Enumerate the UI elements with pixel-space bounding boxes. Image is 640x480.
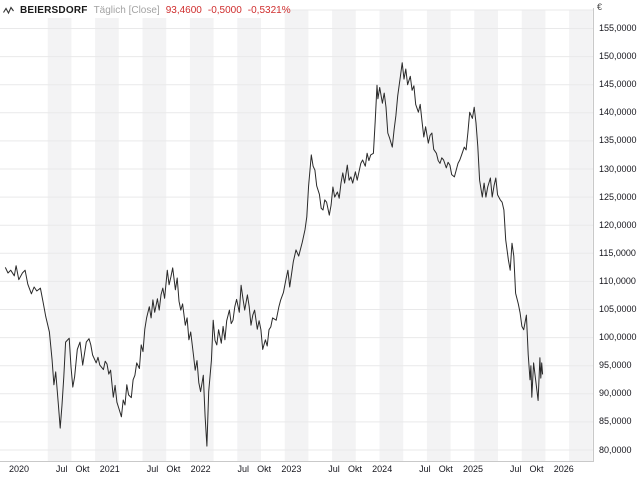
x-axis-label: Okt	[347, 464, 362, 474]
instrument-header: BEIERSDORF Täglich [Close] 93,4600 -0,50…	[0, 0, 291, 18]
y-axis-label: 105,0000	[599, 304, 637, 314]
y-axis-label: 125,0000	[599, 191, 637, 202]
y-axis-label: 120,0000	[599, 219, 637, 230]
currency-symbol: €	[597, 2, 603, 12]
x-axis-label: Okt	[529, 464, 544, 474]
y-axis-label: 135,0000	[599, 135, 637, 146]
x-axis-label: Jul	[237, 464, 250, 474]
x-axis-label: Jul	[146, 464, 159, 474]
x-axis-label: 2026	[553, 464, 574, 474]
change-percent: -0,5321%	[247, 4, 291, 16]
x-axis-label: Okt	[438, 464, 453, 474]
y-axis-label: 95,0000	[599, 360, 632, 371]
quarter-band	[142, 10, 167, 461]
change-absolute: -0,5000	[207, 4, 242, 16]
quarter-band	[332, 10, 356, 461]
x-axis-label: 2024	[372, 464, 393, 474]
quarter-band	[237, 10, 261, 461]
x-axis-label: Jul	[328, 464, 340, 474]
y-axis-label: 85,0000	[599, 416, 632, 427]
x-axis-label: 2025	[462, 464, 484, 474]
y-axis-label: 80,0000	[599, 444, 632, 455]
x-axis-label: Okt	[166, 464, 181, 474]
x-axis-label: Jul	[419, 464, 431, 474]
quarter-bands	[47, 10, 593, 461]
instrument-name[interactable]: BEIERSDORF	[20, 4, 88, 16]
quarter-band	[379, 10, 404, 461]
y-axis-label: 115,0000	[599, 247, 636, 258]
y-axis-label: 155,0000	[599, 23, 637, 33]
line-chart-icon	[3, 5, 14, 16]
y-axis-label: 145,0000	[599, 79, 637, 90]
gridlines	[0, 9, 593, 451]
quarter-band	[284, 10, 309, 461]
last-price: 93,4600	[165, 4, 202, 16]
time-axis[interactable]: 2020 Jul Okt 2021 Jul Okt 2022 Jul Okt 2023 Jul Okt…	[0, 462, 640, 480]
y-axis-label: 110,0000	[599, 275, 636, 286]
quarter-band	[189, 10, 214, 461]
x-axis-label: Okt	[257, 464, 272, 474]
x-axis-label: 2023	[281, 464, 302, 474]
x-axis-label: Okt	[75, 464, 90, 474]
quarter-band	[474, 10, 498, 461]
timeframe-label: Täglich [Close]	[93, 4, 160, 16]
price-line	[4, 62, 544, 447]
y-axis-label: 150,0000	[599, 51, 637, 62]
quarter-band	[426, 10, 451, 461]
x-axis-label: 2020	[8, 464, 30, 474]
y-axis-label: 100,0000	[599, 332, 637, 343]
plot-frame	[0, 8, 594, 462]
quarter-band	[95, 10, 119, 461]
x-axis-label: Jul	[509, 464, 522, 474]
y-axis-label: 140,0000	[599, 107, 637, 118]
y-axis-label: 90,0000	[599, 388, 632, 399]
x-axis-label: 2022	[190, 464, 211, 474]
x-axis-label: 2021	[99, 464, 120, 474]
y-axis-label: 130,0000	[599, 163, 637, 174]
price-axis[interactable]: € 155,0000 150,0000 145,0000 140,0000 135,00…	[594, 0, 640, 462]
x-axis-label: Jul	[55, 464, 68, 474]
quarter-band	[569, 10, 593, 461]
